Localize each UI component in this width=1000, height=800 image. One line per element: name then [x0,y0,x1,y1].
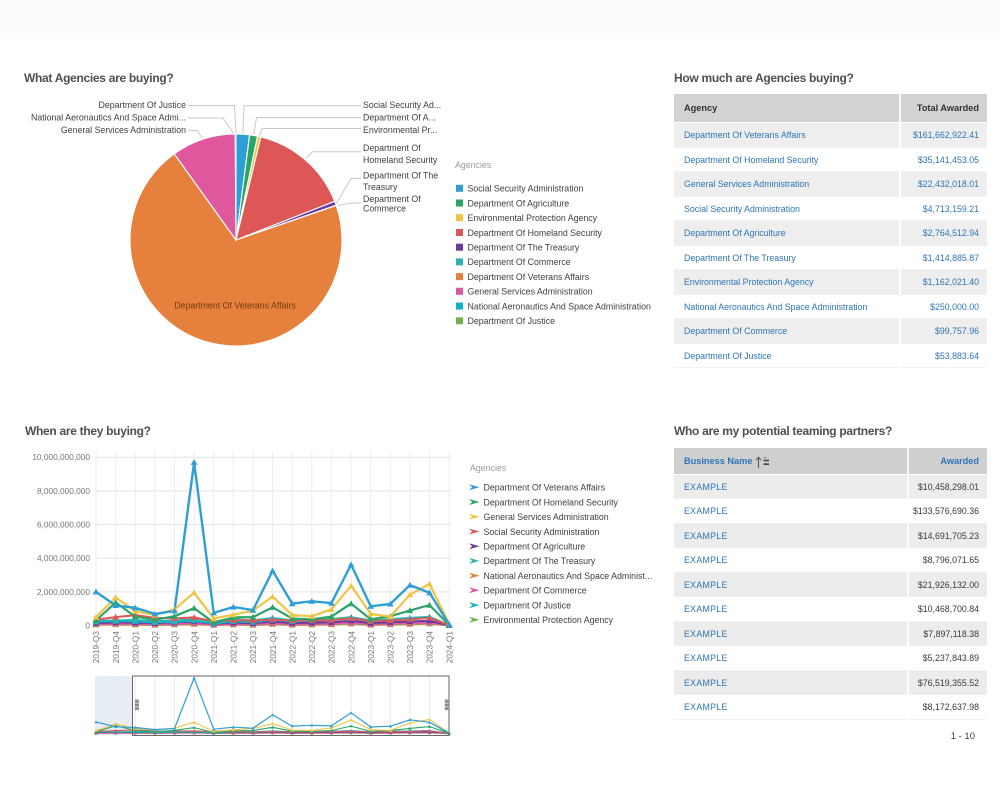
svg-text:2020-Q1: 2020-Q1 [130,631,140,664]
svg-text:2021-Q3: 2021-Q3 [248,631,258,664]
svg-text:2022-Q1: 2022-Q1 [287,631,297,664]
svg-text:Department Of Veterans Affairs: Department Of Veterans Affairs [484,483,606,493]
svg-text:0: 0 [85,621,90,631]
svg-text:2023-Q4: 2023-Q4 [425,631,435,664]
svg-text:Agencies: Agencies [470,463,507,473]
svg-text:2024-Q1: 2024-Q1 [444,631,454,664]
svg-text:Social Security Administration: Social Security Administration [468,184,584,194]
svg-text:10,000,000,000: 10,000,000,000 [32,452,90,462]
svg-text:Environmental Protection Agenc: Environmental Protection Agency [484,615,614,625]
svg-text:General Services Administratio: General Services Administration [468,287,593,297]
svg-text:Department Of: Department Of [363,143,421,153]
svg-text:Environmental Pr...: Environmental Pr... [363,125,437,135]
svg-text:Treasury: Treasury [363,182,398,192]
svg-text:2021-Q4: 2021-Q4 [268,631,278,664]
svg-text:2022-Q3: 2022-Q3 [327,631,337,664]
svg-text:General Services Administratio: General Services Administration [61,125,186,135]
svg-text:2022-Q4: 2022-Q4 [346,631,356,664]
svg-text:Department Of Agriculture: Department Of Agriculture [468,198,570,208]
svg-text:2020-Q2: 2020-Q2 [150,631,160,664]
svg-text:Department Of Justice: Department Of Justice [468,316,556,326]
svg-text:National Aeronautics And Space: National Aeronautics And Space Admi... [31,113,186,123]
svg-text:General Services Administratio: General Services Administration [484,512,609,522]
svg-text:2023-Q2: 2023-Q2 [386,631,396,664]
svg-text:Department Of Homeland Securit: Department Of Homeland Security [484,497,619,507]
svg-text:Social Security Administration: Social Security Administration [484,527,600,537]
svg-text:Department Of Veterans Affairs: Department Of Veterans Affairs [174,301,296,311]
svg-text:Department Of Commerce: Department Of Commerce [468,257,571,267]
svg-text:Department Of The: Department Of The [363,171,438,181]
svg-text:Department Of A...: Department Of A... [363,113,436,123]
svg-text:6,000,000,000: 6,000,000,000 [37,520,90,530]
svg-text:Homeland Security: Homeland Security [363,155,438,165]
svg-text:2023-Q1: 2023-Q1 [366,631,376,664]
svg-text:Department Of: Department Of [363,194,421,204]
svg-text:4,000,000,000: 4,000,000,000 [37,553,90,563]
svg-text:Social Security Ad...: Social Security Ad... [363,100,441,110]
svg-text:Department Of Commerce: Department Of Commerce [484,586,587,596]
svg-text:2,000,000,000: 2,000,000,000 [37,587,90,597]
svg-text:2020-Q3: 2020-Q3 [170,631,180,664]
svg-text:2019-Q3: 2019-Q3 [91,631,101,664]
svg-text:Department Of Veterans Affairs: Department Of Veterans Affairs [468,272,590,282]
svg-text:Department Of Homeland Securit: Department Of Homeland Security [468,228,603,238]
svg-text:Environmental Protection Agenc: Environmental Protection Agency [468,213,598,223]
svg-text:2019-Q4: 2019-Q4 [111,631,121,664]
svg-text:Commerce: Commerce [363,204,406,214]
svg-text:2021-Q1: 2021-Q1 [209,631,219,664]
svg-text:Department Of The Treasury: Department Of The Treasury [468,243,580,253]
svg-text:Agencies: Agencies [455,160,492,170]
svg-text:National Aeronautics And Space: National Aeronautics And Space Administr… [468,301,651,311]
svg-text:2022-Q2: 2022-Q2 [307,631,317,664]
svg-text:8,000,000,000: 8,000,000,000 [37,486,90,496]
svg-text:Department Of Justice: Department Of Justice [484,600,572,610]
svg-text:National Aeronautics And Space: National Aeronautics And Space Administ.… [484,571,653,581]
svg-text:Department Of Justice: Department Of Justice [98,100,186,110]
svg-text:Department Of Agriculture: Department Of Agriculture [484,542,586,552]
svg-text:2020-Q4: 2020-Q4 [189,631,199,664]
svg-text:Department Of The Treasury: Department Of The Treasury [484,556,596,566]
svg-text:2021-Q2: 2021-Q2 [229,631,239,664]
svg-text:2023-Q3: 2023-Q3 [405,631,415,664]
